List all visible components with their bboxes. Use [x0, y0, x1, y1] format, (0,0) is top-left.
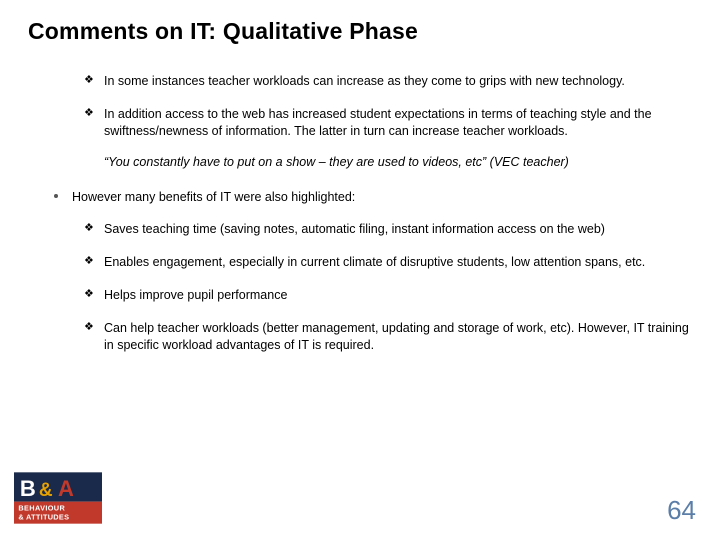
slide-body: In some instances teacher workloads can … [28, 73, 692, 354]
svg-text:& ATTITUDES: & ATTITUDES [18, 512, 69, 521]
quote-text: “You constantly have to put on a show – … [28, 154, 692, 171]
list-item: In some instances teacher workloads can … [88, 73, 692, 90]
list-item: Saves teaching time (saving notes, autom… [88, 221, 692, 238]
benefits-intro: However many benefits of IT were also hi… [28, 189, 692, 206]
page-title: Comments on IT: Qualitative Phase [28, 18, 692, 45]
svg-text:A: A [58, 476, 74, 501]
sub-bullet-list: Saves teaching time (saving notes, autom… [28, 221, 692, 353]
list-item: Enables engagement, especially in curren… [88, 254, 692, 271]
list-item: Can help teacher workloads (better manag… [88, 320, 692, 354]
page-number: 64 [667, 495, 696, 526]
list-item: In addition access to the web has increa… [88, 106, 692, 140]
list-item: Helps improve pupil performance [88, 287, 692, 304]
svg-text:BEHAVIOUR: BEHAVIOUR [18, 503, 65, 512]
logo-svg: B & A BEHAVIOUR & ATTITUDES [14, 472, 102, 524]
ba-logo: B & A BEHAVIOUR & ATTITUDES [14, 472, 102, 524]
svg-text:&: & [39, 480, 53, 501]
top-bullet-list: In some instances teacher workloads can … [28, 73, 692, 140]
slide: Comments on IT: Qualitative Phase In som… [0, 0, 720, 540]
svg-text:B: B [20, 476, 36, 501]
